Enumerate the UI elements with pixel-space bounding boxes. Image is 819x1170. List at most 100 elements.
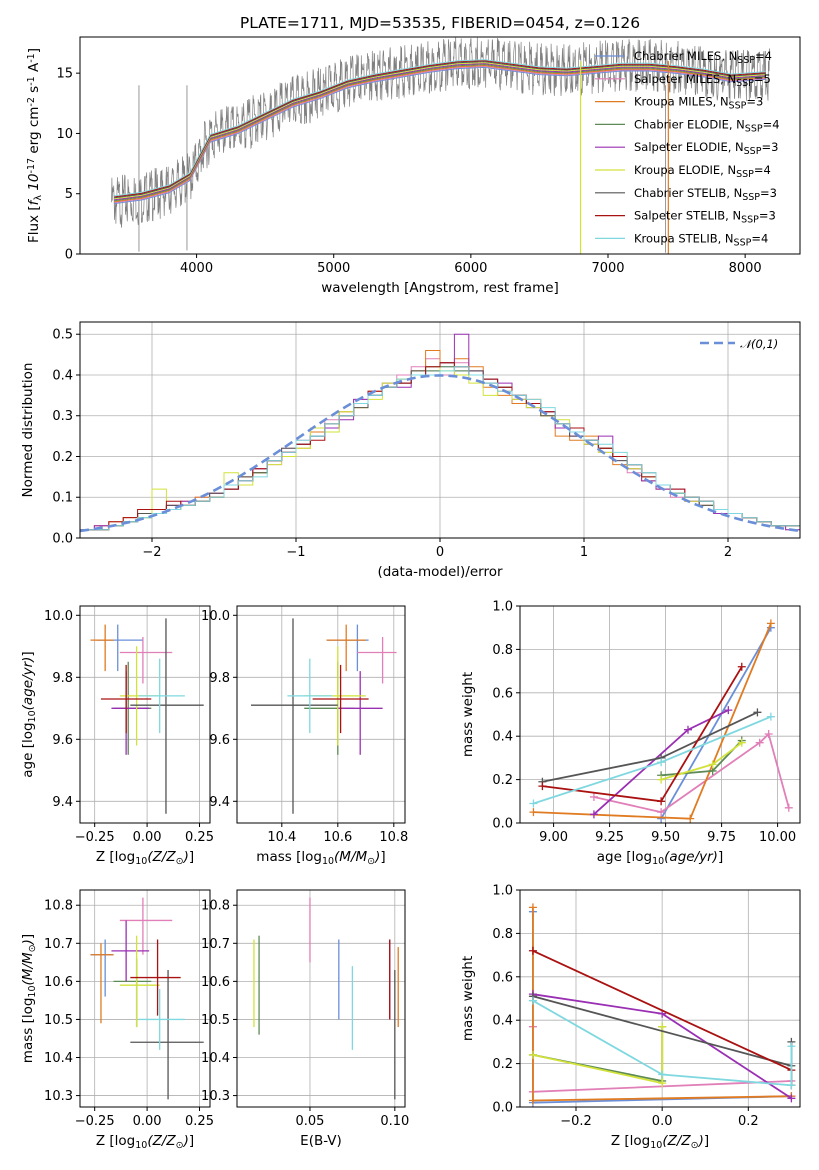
y-tick-label: 0.3 [52, 409, 73, 424]
errorbar-point [90, 939, 114, 997]
x-tick-label: 10.00 [759, 830, 796, 845]
y-tick-label: 10.4 [44, 1051, 73, 1066]
figure-title: PLATE=1711, MJD=53535, FIBERID=0454, z=0… [240, 14, 640, 32]
axes-frame [519, 605, 801, 824]
x-tick-label: 4000 [180, 261, 213, 276]
x-tick-label: 2 [724, 545, 732, 560]
errorbar-point [111, 671, 150, 755]
legend-label: Chabrier ELODIE, NSSP=4 [634, 117, 780, 134]
weight-marker [657, 797, 666, 806]
errorbar-point [357, 637, 397, 684]
legend-label: 𝒩(0,1) [740, 337, 778, 351]
plot-area [251, 618, 397, 814]
y-tick-label: 0.6 [492, 970, 513, 985]
x-tick-label: 6000 [454, 261, 487, 276]
x-axis-label: age [log10(age/yr)] [597, 849, 723, 867]
y-tick-label: 0.0 [492, 1101, 513, 1116]
plot-area [529, 619, 793, 823]
axes-frame [236, 889, 406, 1108]
legend-label: Kroupa MILES, NSSP=3 [634, 95, 763, 112]
y-tick-label: 1.0 [492, 600, 513, 615]
y-axis-label: Flux [fλ 10-17 erg cm-2 s-1 A-1] [26, 48, 44, 243]
errorbar-point [251, 618, 338, 814]
y-tick-label: 0.8 [492, 927, 513, 942]
y-tick-label: 10.5 [201, 1013, 230, 1028]
y-tick-label: 10.7 [44, 937, 73, 952]
errorbar-point [326, 624, 369, 672]
y-tick-label: 10.7 [201, 937, 230, 952]
weight-marker [658, 1079, 667, 1088]
x-tick-label: 10.6 [323, 830, 352, 845]
axes-frame [236, 605, 406, 824]
y-tick-label: 1.0 [492, 884, 513, 899]
errorbar-point [111, 920, 150, 982]
y-tick-label: 0.8 [492, 643, 513, 658]
axes-frame [79, 889, 211, 1108]
x-tick-label: −0.25 [75, 830, 115, 845]
errorbar-point [337, 671, 383, 755]
y-tick-label: 0.4 [492, 730, 513, 745]
y-tick-label: 0 [65, 248, 73, 263]
errorbar-point [130, 618, 204, 814]
y-tick-label: 10.6 [44, 975, 73, 990]
x-tick-label: 8000 [729, 261, 762, 276]
weight-marker [684, 725, 692, 734]
plot-area [90, 618, 204, 814]
weight-line [542, 711, 758, 783]
weight-marker [724, 706, 733, 715]
y-tick-label: 0.2 [492, 1057, 513, 1072]
x-axis-label: E(B-V) [300, 1133, 342, 1149]
spectrum-model-line [114, 59, 766, 197]
errorbar-point [312, 664, 369, 734]
x-tick-label: 0.00 [133, 1114, 162, 1129]
weight-marker [764, 730, 773, 739]
errorbar-point [100, 664, 152, 734]
errorbar-point [90, 943, 114, 1024]
weight-line [532, 1026, 664, 1085]
weight-marker [538, 782, 547, 791]
weight-marker [528, 996, 537, 1005]
x-axis-label: wavelength [Angstrom, rest frame] [321, 280, 559, 296]
x-tick-label: 9.50 [651, 830, 680, 845]
legend-label: Chabrier STELIB, NSSP=3 [634, 186, 777, 203]
legend-label: Kroupa ELODIE, NSSP=4 [634, 163, 771, 180]
weight-marker [529, 808, 538, 817]
weight-marker [753, 708, 762, 717]
errorbar-point [119, 935, 160, 1028]
x-tick-label: 0.10 [380, 1114, 409, 1129]
weight-marker [755, 738, 764, 747]
spectrum-data-line [111, 37, 771, 228]
y-tick-label: 10.3 [201, 1089, 230, 1104]
y-tick-label: 15 [56, 67, 73, 82]
x-tick-label: −1 [286, 545, 305, 560]
y-tick-label: 10.0 [44, 609, 73, 624]
x-tick-label: 0.0 [652, 1114, 673, 1129]
axes-frame [79, 36, 801, 255]
x-tick-label: 0.25 [185, 830, 214, 845]
plot-area [253, 897, 399, 1100]
legend-label: Chabrier MILES, NSSP=4 [634, 49, 772, 66]
weight-marker [686, 814, 695, 823]
x-tick-label: 9.75 [707, 830, 736, 845]
x-axis-label: (data-model)/error [377, 564, 503, 580]
weight-marker [657, 775, 666, 784]
y-tick-label: 10.6 [201, 975, 230, 990]
errorbar-point [90, 624, 114, 672]
weight-marker [766, 619, 775, 628]
y-tick-label: 0.2 [492, 773, 513, 788]
residuals-legend: 𝒩(0,1) [700, 337, 778, 351]
errorbar-point [119, 637, 173, 684]
panel-mass-vs-ebv: 0.05 0.10 10.3 10.4 10.5 10.6 10.7 10.8 E(B-V) [201, 889, 409, 1149]
x-axis-label: Z [log10(Z/Z⊙)] [96, 1133, 194, 1151]
weight-marker [658, 1022, 667, 1031]
y-tick-label: 10.8 [201, 899, 230, 914]
panel-age-vs-mass: 10.4 10.6 10.8 9.4 9.6 9.8 10.0 mass [log10(M/M… [201, 605, 408, 867]
y-tick-label: 5 [65, 187, 73, 202]
y-tick-label: 9.6 [52, 733, 73, 748]
y-tick-label: 10.3 [44, 1089, 73, 1104]
legend-label: Kroupa STELIB, NSSP=4 [634, 231, 768, 248]
legend-label: Salpeter ELODIE, NSSP=3 [634, 140, 778, 157]
y-tick-label: 9.4 [52, 795, 73, 810]
x-tick-label: 0.05 [295, 1114, 324, 1129]
